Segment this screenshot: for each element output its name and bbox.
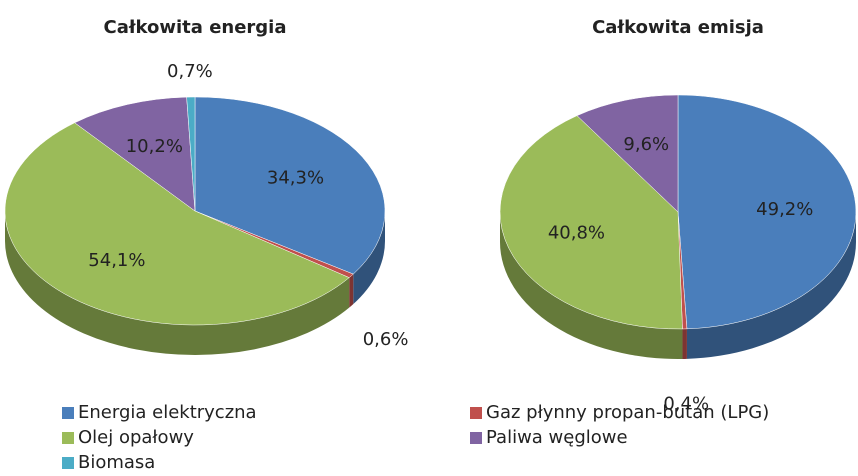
- slice-side: [349, 274, 354, 308]
- legend-label: Biomasa: [78, 452, 155, 473]
- slice: [499, 115, 683, 330]
- data-label: 40,8%: [548, 223, 605, 244]
- data-label: 0,4%: [663, 394, 709, 415]
- legend-label: Olej opałowy: [78, 427, 194, 448]
- slice: [4, 122, 350, 326]
- slice: [74, 96, 196, 212]
- data-label: 10,2%: [126, 136, 183, 157]
- slice-side: [686, 212, 856, 359]
- legend-label: Energia elektryczna: [78, 402, 257, 423]
- legend-label: Paliwa węglowe: [486, 427, 628, 448]
- slice: [186, 96, 196, 212]
- legend-swatch: [62, 457, 74, 469]
- legend-swatch: [470, 432, 482, 444]
- chart-title: Całkowita emisja: [592, 17, 764, 38]
- legend-label: Gaz płynny propan-butan (LPG): [486, 402, 769, 423]
- slice-side: [682, 328, 687, 359]
- legend-swatch: [62, 407, 74, 419]
- legend-swatch: [62, 432, 74, 444]
- slice: [677, 94, 857, 330]
- slice-side: [353, 211, 385, 305]
- data-label: 54,1%: [88, 250, 145, 271]
- data-label: 49,2%: [756, 199, 813, 220]
- data-label: 0,7%: [167, 61, 213, 82]
- data-label: 9,6%: [623, 134, 669, 155]
- slice: [576, 94, 679, 213]
- legend-swatch: [470, 407, 482, 419]
- slice-side: [500, 212, 683, 359]
- data-label: 34,3%: [267, 168, 324, 189]
- data-label: 0,6%: [363, 329, 409, 350]
- slice-side: [5, 211, 350, 356]
- chart-title: Całkowita energia: [103, 17, 286, 38]
